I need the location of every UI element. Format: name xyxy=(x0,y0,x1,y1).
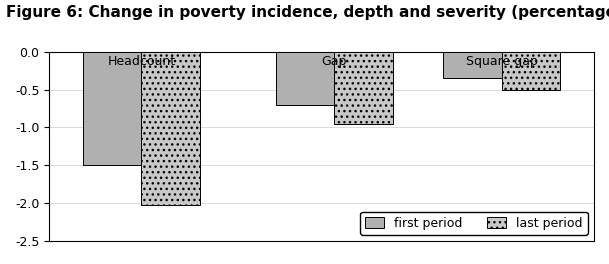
Text: Headcount: Headcount xyxy=(107,55,175,68)
Bar xyxy=(141,52,200,205)
Bar xyxy=(334,52,393,124)
Legend: first period, last period: first period, last period xyxy=(361,212,588,235)
Bar xyxy=(275,52,334,105)
Bar xyxy=(83,52,141,165)
Bar xyxy=(443,52,502,78)
Text: Gap: Gap xyxy=(322,55,347,68)
Text: Figure 6: Change in poverty incidence, depth and severity (percentage points): Figure 6: Change in poverty incidence, d… xyxy=(6,5,609,20)
Text: Square gap: Square gap xyxy=(466,55,538,68)
Bar xyxy=(502,52,560,89)
